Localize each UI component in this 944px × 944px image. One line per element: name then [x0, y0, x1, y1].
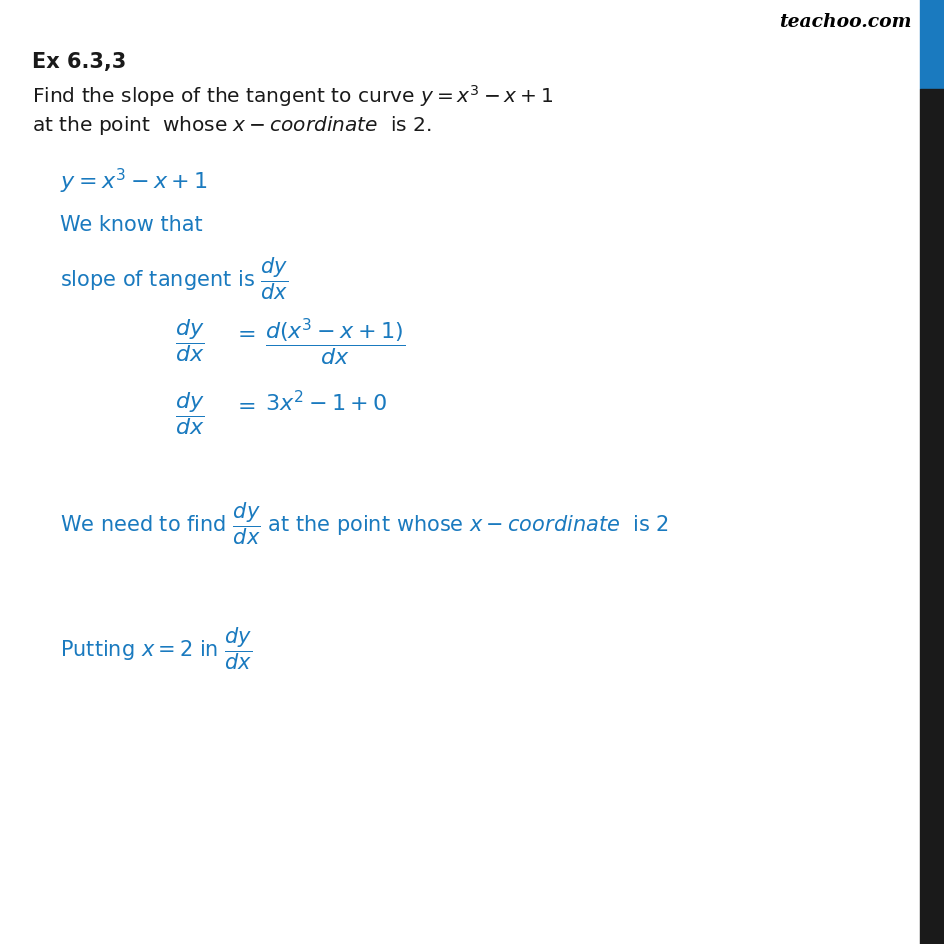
Text: $\dfrac{dy}{dx}$: $\dfrac{dy}{dx}$: [175, 316, 204, 363]
Text: Find the slope of the tangent to curve $y = x^3 - x + 1$: Find the slope of the tangent to curve $…: [32, 83, 553, 109]
Text: slope of tangent is $\dfrac{dy}{dx}$: slope of tangent is $\dfrac{dy}{dx}$: [59, 255, 288, 301]
Text: Ex 6.3,3: Ex 6.3,3: [32, 52, 126, 72]
Text: $\dfrac{d(x^3 - x + 1)}{dx}$: $\dfrac{d(x^3 - x + 1)}{dx}$: [264, 316, 405, 368]
Bar: [919, 0, 944, 90]
Text: We know that: We know that: [59, 215, 202, 235]
Text: $3x^2 - 1 + 0$: $3x^2 - 1 + 0$: [264, 390, 387, 414]
Text: teachoo.com: teachoo.com: [779, 13, 911, 31]
Text: $=$: $=$: [233, 395, 255, 414]
Text: We need to find $\dfrac{dy}{dx}$ at the point whose $x - coordinate$  is 2: We need to find $\dfrac{dy}{dx}$ at the …: [59, 499, 668, 546]
Text: $y = x^3 - x + 1$: $y = x^3 - x + 1$: [59, 167, 208, 196]
Text: $\dfrac{dy}{dx}$: $\dfrac{dy}{dx}$: [175, 390, 204, 436]
Bar: [919, 90, 944, 944]
Text: at the point  whose $x - coordinate$  is 2.: at the point whose $x - coordinate$ is 2…: [32, 114, 431, 137]
Text: $=$: $=$: [233, 323, 255, 343]
Text: Putting $x = 2$ in $\dfrac{dy}{dx}$: Putting $x = 2$ in $\dfrac{dy}{dx}$: [59, 624, 252, 671]
